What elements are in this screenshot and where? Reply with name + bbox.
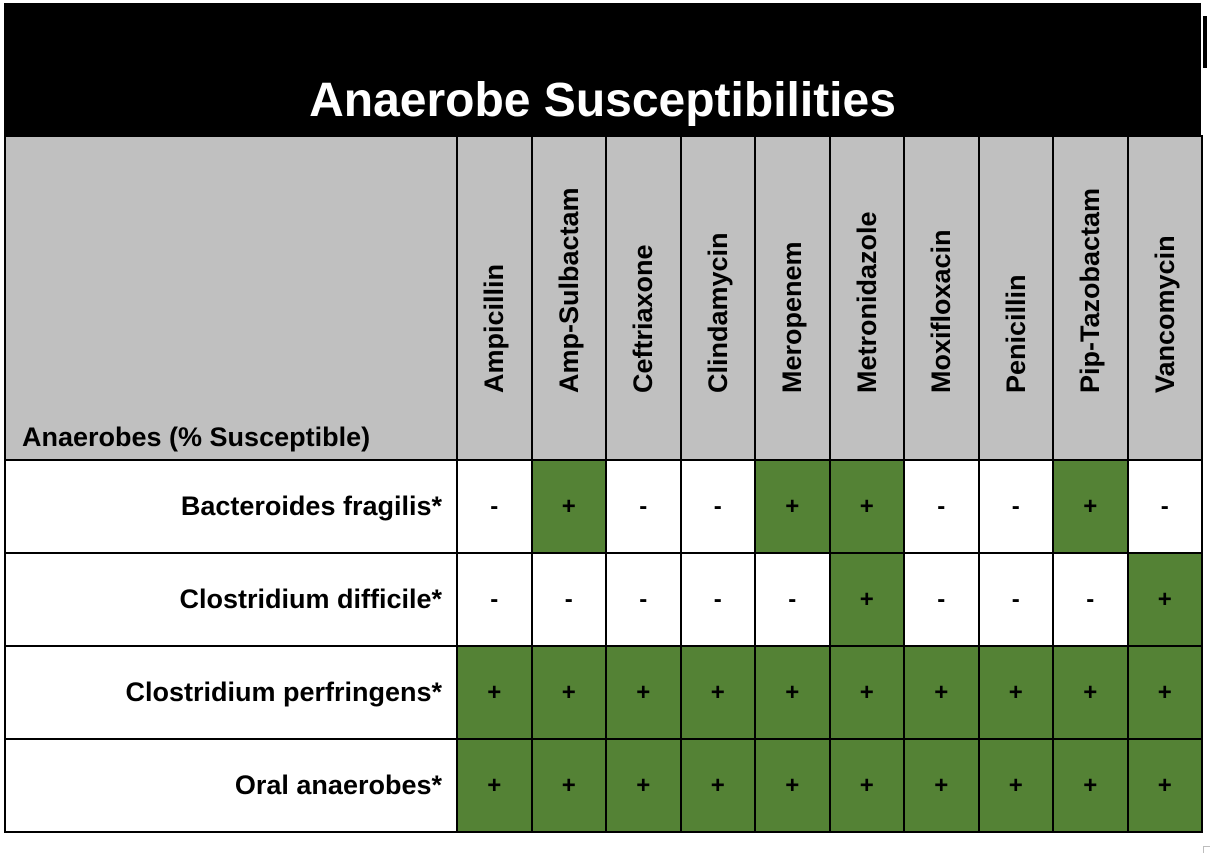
title-bar: Anaerobe Susceptibilities	[4, 3, 1201, 135]
table-cell[interactable]: +	[754, 645, 831, 740]
col-header-label: Penicillin	[1000, 274, 1031, 393]
table-cell[interactable]: +	[530, 738, 607, 833]
row-header-label: Anaerobes (% Susceptible)	[22, 422, 371, 452]
col-header-moxifloxacin[interactable]: Moxifloxacin	[903, 135, 980, 461]
col-header-label: Amp-Sulbactam	[553, 187, 584, 393]
table-cell[interactable]: -	[679, 459, 756, 554]
col-header-pip-tazobactam[interactable]: Pip-Tazobactam	[1052, 135, 1129, 461]
table-cell[interactable]: -	[530, 552, 607, 647]
table-cell[interactable]: +	[977, 645, 1054, 740]
table-title: Anaerobe Susceptibilities	[309, 74, 896, 127]
col-header-ceftriaxone[interactable]: Ceftriaxone	[605, 135, 682, 461]
col-header-vancomycin[interactable]: Vancomycin	[1126, 135, 1203, 461]
row-header-cell[interactable]: Anaerobes (% Susceptible)	[4, 135, 458, 461]
table-cell[interactable]: -	[977, 459, 1054, 554]
col-header-metronidazole[interactable]: Metronidazole	[828, 135, 905, 461]
table-cell[interactable]: +	[530, 645, 607, 740]
col-header-label: Ampicillin	[479, 263, 510, 393]
table-cell[interactable]: +	[828, 459, 905, 554]
table-cell[interactable]: -	[605, 459, 682, 554]
col-header-penicillin[interactable]: Penicillin	[977, 135, 1054, 461]
table-cell[interactable]: -	[754, 552, 831, 647]
table-cell[interactable]: +	[903, 645, 980, 740]
col-header-amp-sulbactam[interactable]: Amp-Sulbactam	[530, 135, 607, 461]
table-cell[interactable]: -	[456, 552, 533, 647]
row-label[interactable]: Bacteroides fragilis*	[4, 459, 458, 554]
table-cell[interactable]: -	[977, 552, 1054, 647]
col-header-label: Pip-Tazobactam	[1075, 187, 1106, 393]
table-cell[interactable]: +	[456, 645, 533, 740]
table-cell[interactable]: +	[1126, 645, 1203, 740]
table-cell[interactable]: -	[1126, 459, 1203, 554]
table-cell[interactable]: +	[1052, 645, 1129, 740]
table-cell[interactable]: +	[530, 459, 607, 554]
table-cell[interactable]: +	[605, 645, 682, 740]
col-header-clindamycin[interactable]: Clindamycin	[679, 135, 756, 461]
table-cell[interactable]: -	[605, 552, 682, 647]
table-cell[interactable]: +	[977, 738, 1054, 833]
table-cell[interactable]: -	[1052, 552, 1129, 647]
susceptibility-table: Anaerobes (% Susceptible) Ampicillin Amp…	[4, 135, 1203, 833]
table-cell[interactable]: -	[679, 552, 756, 647]
column-header-row: Anaerobes (% Susceptible) Ampicillin Amp…	[4, 135, 1203, 461]
table-cell[interactable]: -	[456, 459, 533, 554]
table-cell[interactable]: +	[679, 645, 756, 740]
table-row: Bacteroides fragilis* - + - - + + - - + …	[4, 459, 1203, 554]
table-cell[interactable]: -	[903, 552, 980, 647]
table-cell[interactable]: +	[1126, 738, 1203, 833]
col-header-label: Vancomycin	[1149, 235, 1180, 393]
resize-corner	[1203, 846, 1210, 853]
table-cell[interactable]: +	[828, 552, 905, 647]
table-cell[interactable]: -	[903, 459, 980, 554]
col-header-meropenem[interactable]: Meropenem	[754, 135, 831, 461]
table-row: Clostridium difficile* - - - - - + - - -…	[4, 552, 1203, 647]
window-edge	[1203, 16, 1207, 68]
table-cell[interactable]: +	[1052, 738, 1129, 833]
table-cell[interactable]: +	[679, 738, 756, 833]
table-cell[interactable]: +	[828, 645, 905, 740]
row-label[interactable]: Oral anaerobes*	[4, 738, 458, 833]
col-header-ampicillin[interactable]: Ampicillin	[456, 135, 533, 461]
col-header-label: Ceftriaxone	[628, 244, 659, 393]
table-cell[interactable]: +	[456, 738, 533, 833]
table-cell[interactable]: +	[828, 738, 905, 833]
col-header-label: Metronidazole	[851, 211, 882, 393]
table-row: Clostridium perfringens* + + + + + + + +…	[4, 645, 1203, 740]
col-header-label: Moxifloxacin	[926, 229, 957, 393]
row-label[interactable]: Clostridium perfringens*	[4, 645, 458, 740]
table-row: Oral anaerobes* + + + + + + + + + +	[4, 738, 1203, 833]
table-cell[interactable]: +	[605, 738, 682, 833]
table-cell[interactable]: +	[754, 738, 831, 833]
table-cell[interactable]: +	[903, 738, 980, 833]
col-header-label: Clindamycin	[702, 232, 733, 393]
table-cell[interactable]: +	[1126, 552, 1203, 647]
table-cell[interactable]: +	[1052, 459, 1129, 554]
row-label[interactable]: Clostridium difficile*	[4, 552, 458, 647]
col-header-label: Meropenem	[777, 241, 808, 393]
table-cell[interactable]: +	[754, 459, 831, 554]
